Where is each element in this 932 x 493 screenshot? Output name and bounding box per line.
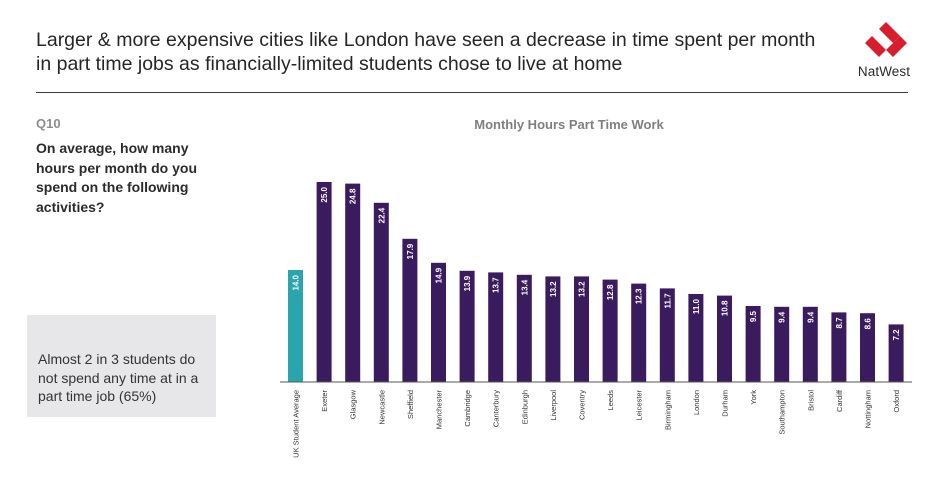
category-label: Birmingham	[663, 390, 672, 430]
data-label: 8.6	[864, 318, 873, 330]
category-label: Leeds	[606, 390, 615, 411]
category-label: UK Student Average	[292, 390, 301, 458]
category-label: Coventry	[578, 390, 587, 420]
data-label: 12.8	[606, 284, 615, 300]
category-label: Manchester	[435, 390, 444, 430]
data-label: 24.8	[349, 188, 358, 204]
headline-line-1: Larger & more expensive cities like Lond…	[36, 29, 816, 51]
category-label: Southampton	[778, 390, 787, 435]
category-label: Exeter	[320, 390, 329, 412]
category-label: Leicester	[635, 390, 644, 421]
data-label: 14.0	[292, 274, 301, 290]
category-label: Canterbury	[492, 390, 501, 427]
bar	[545, 276, 561, 382]
data-label: 13.2	[578, 281, 587, 297]
data-label: 13.7	[492, 277, 501, 293]
bar	[688, 294, 704, 382]
bar	[516, 274, 532, 382]
data-label: 10.8	[721, 300, 730, 316]
bar	[316, 182, 332, 382]
bar	[574, 276, 589, 382]
data-label: 9.5	[749, 310, 758, 322]
bar	[745, 306, 761, 382]
bar	[631, 283, 647, 382]
natwest-logo-icon	[865, 22, 907, 57]
data-label: 12.3	[635, 288, 644, 304]
bar	[831, 312, 847, 382]
bar	[288, 270, 303, 382]
data-label: 11.7	[663, 293, 672, 309]
category-label: Glasgow	[349, 389, 358, 419]
bar	[373, 202, 389, 382]
bar	[602, 279, 618, 382]
bar	[717, 295, 732, 382]
category-label: Nottingham	[864, 390, 873, 428]
category-label: Newcastle	[377, 390, 386, 425]
category-label: Durham	[721, 390, 730, 417]
data-label: 7.2	[892, 329, 901, 341]
category-label: Bristol	[806, 390, 815, 411]
bar	[459, 270, 475, 382]
chart-title: Monthly Hours Part Time Work	[474, 117, 664, 132]
data-label: 9.4	[806, 311, 815, 323]
callout-box: Almost 2 in 3 students do not spend any …	[27, 315, 216, 417]
category-label: Cambridge	[463, 390, 472, 427]
bar	[431, 262, 446, 382]
data-label: 22.4	[377, 207, 386, 223]
question-number: Q10	[36, 116, 61, 131]
bar	[860, 313, 875, 382]
data-label: 8.7	[835, 317, 844, 329]
category-label: Sheffield	[406, 390, 415, 419]
data-label: 14.9	[435, 267, 444, 283]
headline: Larger & more expensive cities like Lond…	[36, 28, 816, 76]
data-label: 11.0	[692, 298, 701, 314]
category-label: York	[749, 390, 758, 405]
bar	[488, 272, 504, 382]
category-label: Cardiff	[835, 389, 844, 412]
data-label: 13.9	[463, 275, 472, 291]
data-label: 13.2	[549, 281, 558, 297]
header-divider	[36, 92, 908, 93]
headline-line-2: in part time jobs as financially-limited…	[36, 53, 623, 75]
data-label: 17.9	[406, 243, 415, 259]
data-label: 25.0	[320, 186, 329, 202]
category-label: London	[692, 390, 701, 415]
category-label: Oxford	[892, 390, 901, 413]
data-label: 13.4	[520, 279, 529, 295]
bar	[345, 183, 361, 382]
bar	[774, 306, 790, 382]
question-text: On average, how many hours per month do …	[36, 140, 197, 215]
bar	[659, 288, 675, 382]
bar	[802, 306, 818, 382]
category-label: Edinburgh	[520, 390, 529, 424]
bar	[888, 324, 904, 382]
bar	[402, 238, 418, 382]
category-label: Liverpool	[549, 390, 558, 421]
data-label: 9.4	[778, 311, 787, 323]
brand-name: NatWest	[857, 64, 911, 79]
callout-text: Almost 2 in 3 students do not spend any …	[38, 351, 199, 404]
